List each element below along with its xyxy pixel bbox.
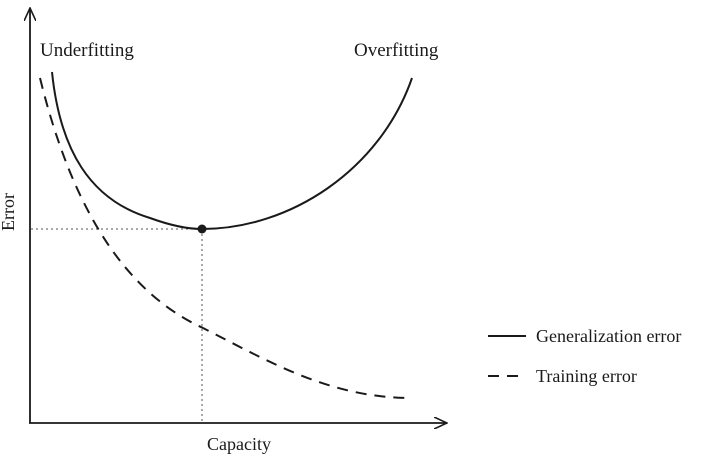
legend: Generalization error Training error <box>488 326 681 386</box>
y-axis-label: Error <box>0 193 18 231</box>
legend-label: Training error <box>536 366 637 386</box>
legend-label: Generalization error <box>536 326 681 346</box>
legend-item-generalization-error: Generalization error <box>488 326 681 346</box>
overfitting-label: Overfitting <box>354 40 439 61</box>
underfitting-label: Underfitting <box>40 40 134 61</box>
optimal-capacity-point <box>197 224 207 234</box>
training-error-curve <box>39 77 413 399</box>
legend-item-training-error: Training error <box>488 366 637 386</box>
x-axis-label: Capacity <box>207 434 271 454</box>
generalization-error-curve <box>51 71 413 231</box>
